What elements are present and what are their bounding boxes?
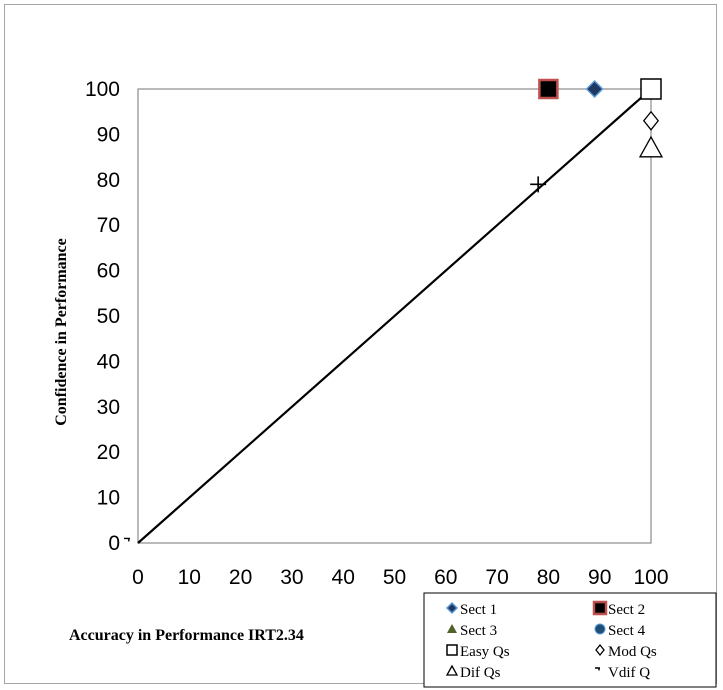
legend-label: Vdif Q xyxy=(608,665,650,681)
dif-qs-point xyxy=(638,135,664,158)
unnamed-point xyxy=(530,176,547,193)
sect-1-point xyxy=(585,79,604,99)
sect-2-point xyxy=(538,78,559,100)
y-tick-label: 40 xyxy=(97,350,120,373)
y-tick-label: 70 xyxy=(97,214,120,237)
legend-label: Sect 4 xyxy=(608,623,646,639)
legend-marker xyxy=(594,623,606,635)
x-axis-title: Accuracy in Performance IRT2.34 xyxy=(69,627,304,644)
vdif-q-point xyxy=(124,537,130,542)
legend: Sect 1 Sect 2 Sect 3 Sect 4 Easy Qs Mod Qs Dif… xyxy=(423,592,717,688)
legend-marker xyxy=(595,667,600,671)
legend-marker xyxy=(592,600,608,616)
legend-marker xyxy=(445,664,459,676)
legend-marker xyxy=(446,644,458,656)
easy-qs-point xyxy=(640,78,662,100)
x-tick-label: 90 xyxy=(588,566,611,589)
x-tick-label: 40 xyxy=(332,566,355,589)
legend-label: Dif Qs xyxy=(460,665,501,681)
y-tick-label: 20 xyxy=(97,441,120,464)
x-tick-label: 100 xyxy=(633,566,668,589)
legend-box xyxy=(423,592,717,688)
x-tick-label: 20 xyxy=(229,566,252,589)
legend-label: Sect 3 xyxy=(460,623,497,639)
mod-qs-point xyxy=(642,110,660,131)
legend-marker xyxy=(447,624,457,633)
y-tick-label: 10 xyxy=(97,487,120,510)
y-tick-label: 90 xyxy=(97,123,120,146)
plot-area xyxy=(137,88,652,544)
legend-marker xyxy=(595,643,605,657)
y-tick-label: 0 xyxy=(108,532,120,555)
x-tick-label: 50 xyxy=(383,566,406,589)
y-tick-label: 100 xyxy=(85,78,120,101)
y-tick-label: 30 xyxy=(97,396,120,419)
x-tick-label: 0 xyxy=(132,566,144,589)
chart-frame xyxy=(4,4,717,684)
y-tick-label: 60 xyxy=(97,260,120,283)
y-tick-label: 80 xyxy=(97,169,120,192)
x-tick-label: 10 xyxy=(178,566,201,589)
y-tick-label: 50 xyxy=(97,305,120,328)
x-tick-label: 30 xyxy=(280,566,303,589)
y-axis-title: Confidence in Performance xyxy=(53,238,70,426)
x-tick-label: 70 xyxy=(485,566,508,589)
legend-label: Sect 1 xyxy=(460,602,497,618)
reference-line xyxy=(137,88,652,544)
legend-label: Mod Qs xyxy=(608,644,657,660)
x-tick-label: 80 xyxy=(537,566,560,589)
x-tick-label: 60 xyxy=(434,566,457,589)
legend-marker xyxy=(445,601,459,615)
legend-label: Sect 2 xyxy=(608,602,645,618)
legend-label: Easy Qs xyxy=(460,644,510,660)
